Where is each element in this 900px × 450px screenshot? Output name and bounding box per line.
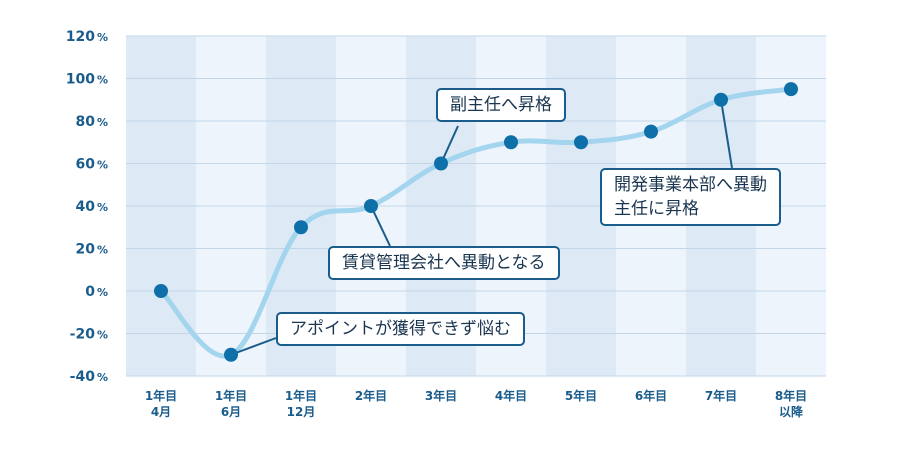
y-tick-label: 40% xyxy=(75,199,108,215)
x-tick-label: 1年目 xyxy=(145,388,177,403)
x-tick-label: 4年目 xyxy=(495,388,527,403)
annotation-text: 賃貸管理会社へ異動となる xyxy=(342,253,546,273)
x-tick-label: 1年目 xyxy=(215,388,247,403)
annotation-text: アポイントが獲得できず悩む xyxy=(290,319,511,339)
data-point xyxy=(504,135,518,150)
data-point xyxy=(784,82,798,97)
x-tick-label: 4月 xyxy=(151,405,171,419)
x-tick-label: 6年目 xyxy=(635,388,667,403)
annotation-callout-3: 賃貸管理会社へ異動となる xyxy=(328,246,560,280)
annotation-text: 主任に昇格 xyxy=(614,199,699,219)
x-tick-label: 5年目 xyxy=(565,388,597,403)
annotation-callout-4: アポイントが獲得できず悩む xyxy=(276,312,525,346)
x-tick-label: 1年目 xyxy=(285,388,317,403)
x-tick-label: 8年目 xyxy=(775,388,807,403)
data-point xyxy=(714,92,728,107)
annotation-callout-1: 副主任へ昇格 xyxy=(436,88,566,122)
x-tick-label: 以降 xyxy=(779,404,804,419)
data-point xyxy=(224,347,238,362)
x-tick-label: 3年目 xyxy=(425,388,457,403)
annotation-callout-2: 開発事業本部へ異動 主任に昇格 xyxy=(600,168,781,226)
annotation-text: 副主任へ昇格 xyxy=(450,95,552,115)
y-tick-label: 100% xyxy=(66,72,108,88)
y-tick-label: -40% xyxy=(70,369,108,385)
data-point xyxy=(574,135,588,150)
callout-leader xyxy=(370,205,391,247)
y-tick-label: 120% xyxy=(66,29,108,45)
data-point xyxy=(364,199,378,213)
data-point xyxy=(434,156,448,171)
y-tick-label: 20% xyxy=(75,242,108,258)
x-tick-label: 6月 xyxy=(221,405,241,419)
x-tick-label: 2年目 xyxy=(355,388,387,403)
data-point xyxy=(644,124,658,139)
y-tick-label: 0% xyxy=(85,284,108,300)
data-point xyxy=(154,284,168,298)
annotation-text: 開発事業本部へ異動 xyxy=(614,175,767,195)
callout-leader xyxy=(720,99,733,169)
y-tick-label: -20% xyxy=(70,327,108,343)
x-tick-label: 12月 xyxy=(287,405,316,419)
data-point xyxy=(294,220,308,235)
callout-leader xyxy=(230,337,277,356)
y-tick-label: 60% xyxy=(75,157,108,173)
y-tick-label: 80% xyxy=(75,114,108,130)
x-tick-label: 7年目 xyxy=(705,388,737,403)
